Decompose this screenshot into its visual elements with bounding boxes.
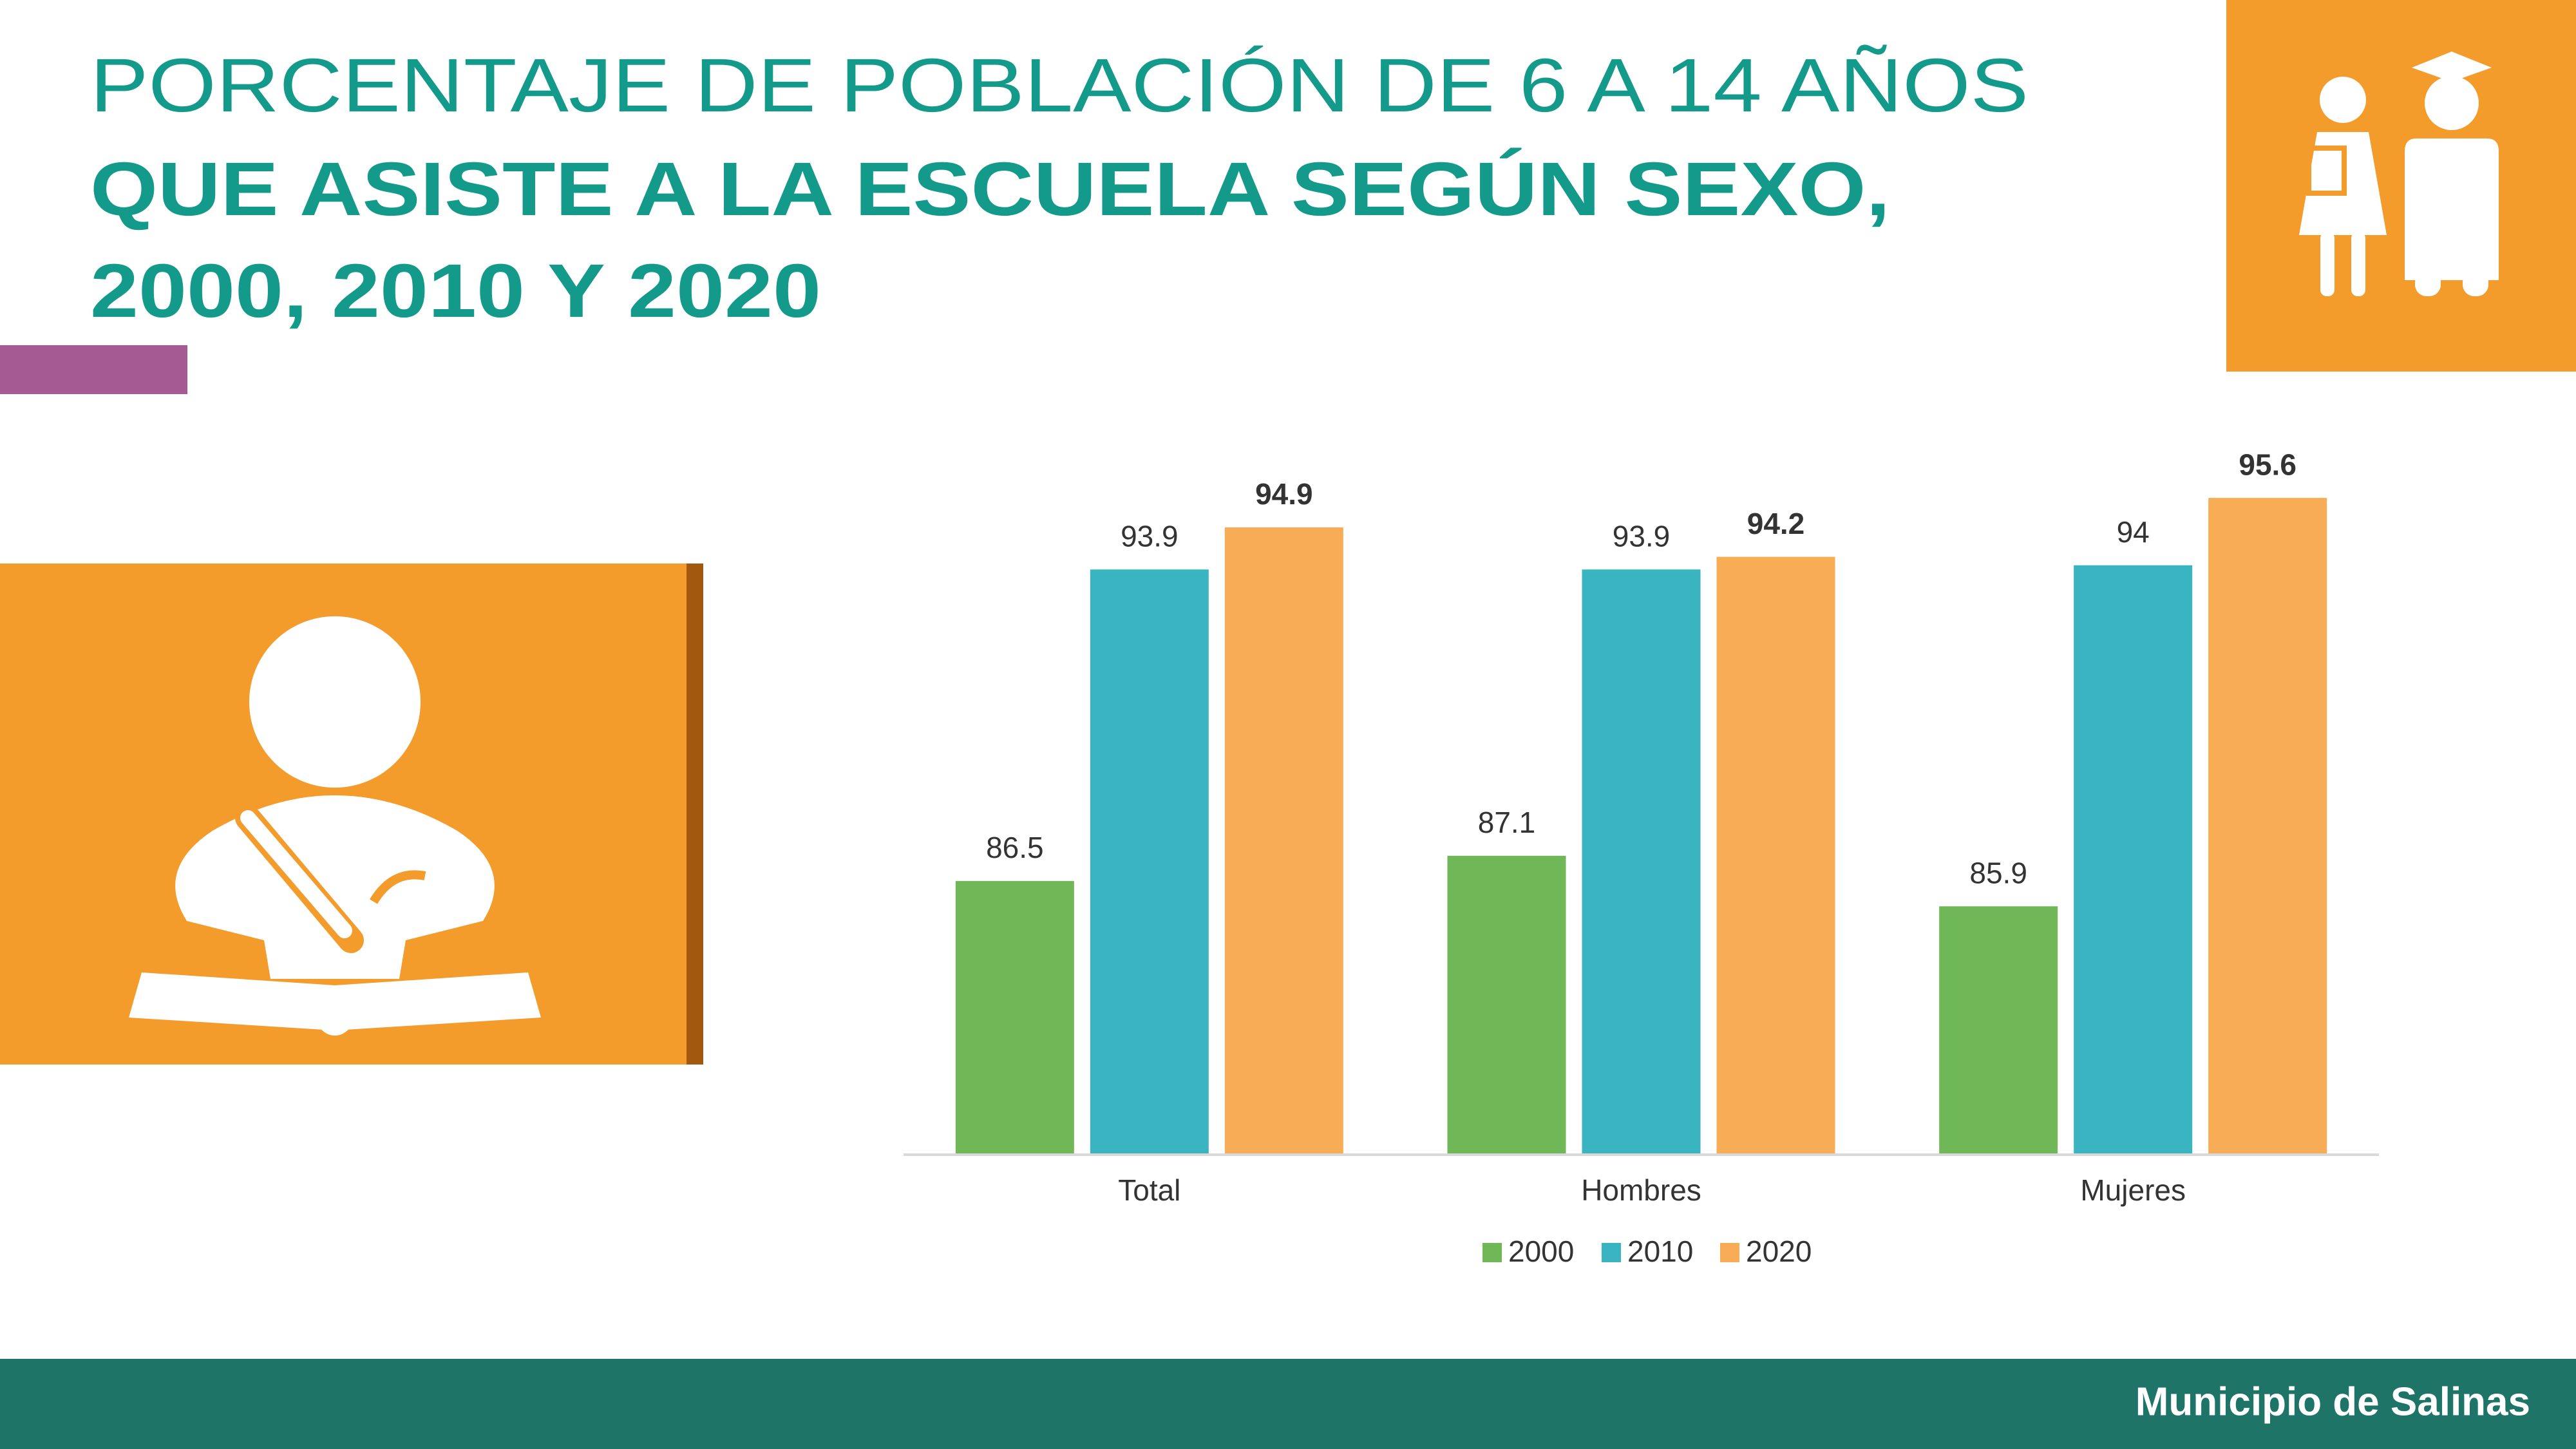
bar	[1582, 569, 1701, 1155]
bar	[1090, 569, 1209, 1155]
reader-icon-box	[0, 564, 703, 1065]
legend-label: 2010	[1627, 1235, 1693, 1268]
footer-text: Municipio de Salinas	[2136, 1379, 2530, 1424]
data-label: 93.9	[1613, 519, 1671, 553]
bar	[1939, 906, 2058, 1155]
title-line: PORCENTAJE DE POBLACIÓN DE 6 A 14 AÑOS	[90, 43, 2029, 128]
legend-label: 2020	[1746, 1235, 1812, 1268]
x-tick-label: Mujeres	[2080, 1173, 2186, 1207]
title-line: QUE ASISTE A LA ESCUELA SEGÚN SEXO,	[90, 147, 1890, 232]
data-label: 85.9	[1969, 856, 2027, 889]
bar	[2074, 565, 2193, 1155]
data-label: 94.2	[1747, 507, 1805, 540]
data-label: 93.9	[1121, 519, 1179, 553]
chart: Total 86.5 93.9 94.9 Hombres 87.1 93.9 94.2 Muje…	[904, 448, 2379, 1268]
legend-swatch	[1720, 1243, 1739, 1262]
bar	[955, 881, 1074, 1155]
x-tick-label: Total	[1118, 1173, 1180, 1207]
data-label: 86.5	[986, 831, 1044, 864]
accent-bar	[0, 345, 187, 394]
title-line: 2000, 2010 Y 2020	[90, 249, 821, 334]
footer-bar	[0, 1359, 2576, 1449]
legend-swatch	[1482, 1243, 1502, 1262]
data-label: 94	[2117, 515, 2150, 549]
legend-label: 2000	[1508, 1235, 1574, 1268]
data-label: 95.6	[2239, 448, 2297, 481]
data-label: 94.9	[1255, 477, 1313, 511]
x-tick-label: Hombres	[1581, 1173, 1701, 1207]
bar	[1224, 527, 1343, 1155]
bar	[2208, 498, 2327, 1155]
legend-swatch	[1602, 1243, 1621, 1262]
bar	[1447, 855, 1566, 1155]
bar	[1716, 556, 1835, 1155]
students-icon-box	[2226, 0, 2576, 372]
data-label: 87.1	[1478, 806, 1536, 839]
